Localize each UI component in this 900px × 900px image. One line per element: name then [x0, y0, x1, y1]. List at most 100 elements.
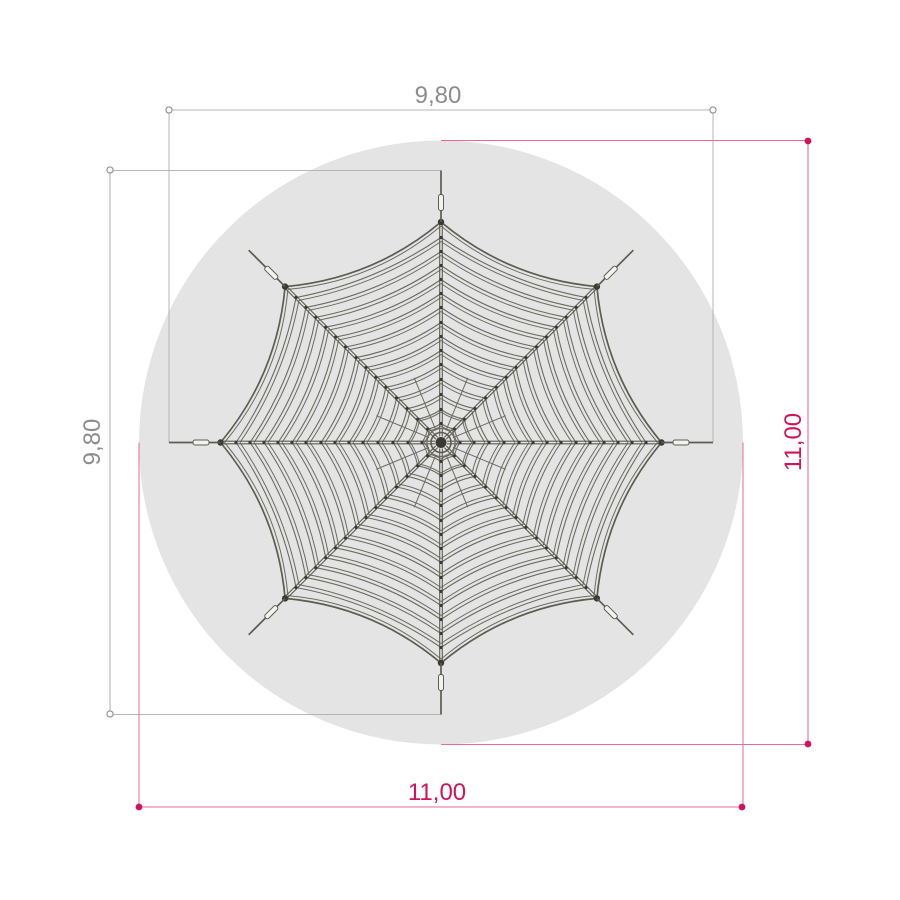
rope-knot: [394, 485, 399, 489]
rope-knot: [334, 546, 338, 550]
net-ring-rope: [291, 293, 591, 592]
rope-knot: [374, 506, 378, 510]
rope-knot: [584, 585, 588, 590]
rope-knot: [439, 459, 443, 464]
rope-knot: [304, 305, 308, 309]
rope-knot: [439, 631, 443, 636]
net-ring-rope: [348, 350, 534, 535]
rope-tensioner: [438, 194, 444, 211]
rope-knot: [554, 556, 558, 560]
dimension-end-marker: [738, 803, 746, 811]
rope-knot: [559, 440, 563, 445]
net-ring-rope-double: [253, 255, 629, 630]
rope-knot: [343, 345, 348, 349]
rope-knot: [524, 525, 528, 530]
rope-knot: [290, 440, 294, 445]
rope-knot: [483, 396, 488, 400]
net-ring-rope-double: [324, 326, 558, 559]
rope-knot: [439, 617, 443, 622]
rope-knot: [439, 473, 443, 478]
net-radial-rope: [445, 445, 599, 598]
rope-knot: [262, 440, 266, 445]
net-ring-rope-double: [309, 311, 573, 574]
net-ring-rope: [277, 279, 605, 606]
rope-knot: [439, 392, 443, 397]
net-ring-rope: [235, 237, 647, 648]
safety-zone-dimension-lines-group: [135, 137, 812, 811]
rope-knot: [276, 440, 280, 445]
rope-knot: [439, 488, 443, 493]
rope-knot: [483, 485, 488, 489]
dimension-label-net-height: 9,80: [79, 419, 106, 466]
spider-net-group: [169, 170, 713, 715]
rope-knot: [294, 585, 298, 590]
rope-knot: [405, 474, 409, 478]
rope-knot: [439, 305, 443, 310]
rope-knot: [602, 440, 606, 445]
dimension-end-marker: [106, 710, 114, 718]
rope-knot: [439, 546, 443, 551]
rope-knot: [426, 454, 430, 458]
rope-knot: [534, 345, 539, 349]
dimension-end-marker: [165, 106, 173, 114]
rope-knot: [588, 440, 592, 445]
rope-knot: [574, 576, 578, 580]
rope-knot: [319, 440, 323, 445]
rope-knot: [439, 235, 443, 240]
rope-knot: [439, 421, 443, 426]
rope-knot: [439, 407, 443, 412]
rope-knot: [462, 464, 466, 468]
net-bisector-rope: [445, 454, 469, 508]
rope-knot: [394, 396, 399, 400]
dimension-end-marker: [804, 740, 812, 748]
rope-knot: [534, 536, 539, 540]
dimension-labels-group: 9,80 9,80 11,00 11,00: [79, 82, 807, 806]
net-radial-rope: [285, 447, 439, 600]
net-ring-rope-double: [338, 340, 544, 545]
rope-knot: [439, 249, 443, 254]
rope-knot: [439, 263, 443, 268]
rope-knot: [544, 335, 549, 339]
net-ring-rope: [305, 307, 577, 578]
rope-knot: [439, 348, 443, 353]
rope-tensioner: [264, 265, 279, 280]
rope-knot: [439, 291, 443, 296]
net-center-hub: [426, 427, 456, 458]
rope-tensioner: [438, 674, 444, 691]
rope-knot: [473, 474, 477, 478]
rope-knot: [364, 515, 368, 520]
net-ring-rope: [320, 322, 562, 563]
rope-knot: [564, 315, 568, 319]
net-radial-rope: [283, 445, 437, 598]
rope-knot: [524, 356, 528, 360]
hub-knot: [435, 437, 447, 448]
net-ring-rope-double: [267, 269, 615, 616]
rope-knot: [439, 320, 443, 325]
rope-knot: [374, 375, 378, 379]
net-dimension-lines-group: [106, 106, 717, 718]
rope-knot: [439, 277, 443, 282]
rope-knot: [314, 315, 318, 319]
rope-tensioner: [192, 439, 210, 446]
rope-knot: [564, 566, 568, 570]
rope-knot: [439, 334, 443, 339]
rope-knot: [517, 440, 521, 445]
rope-knot: [354, 525, 358, 530]
rope-knot: [514, 365, 518, 370]
rope-knot: [439, 518, 443, 523]
rope-knot: [294, 295, 298, 300]
rope-knot: [462, 417, 466, 421]
net-bisector-rope: [376, 447, 430, 470]
net-bisector-rope: [413, 377, 437, 431]
rope-knot: [361, 440, 365, 445]
rope-knot: [502, 440, 506, 445]
rope-knot: [426, 427, 430, 431]
rope-knot: [384, 496, 388, 500]
rope-knot: [406, 440, 410, 445]
dimension-end-marker: [709, 106, 717, 114]
hub-outer-ring: [426, 427, 456, 458]
rope-knot: [439, 575, 443, 580]
rope-knot: [439, 362, 443, 367]
rope-knot: [324, 325, 328, 329]
